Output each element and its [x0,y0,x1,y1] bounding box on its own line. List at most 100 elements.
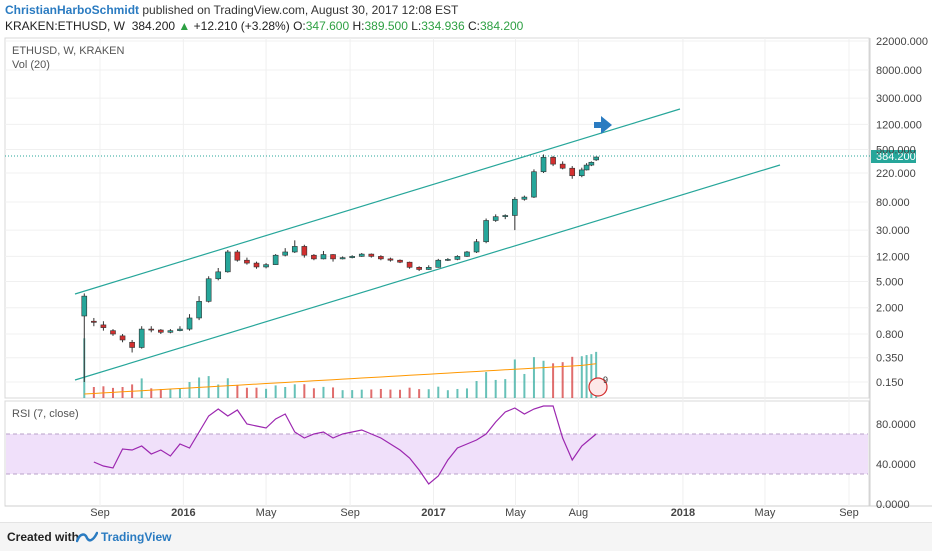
rsi-tick-label: 0.0000 [876,499,910,511]
y-tick-label: 12.000 [876,251,910,263]
volume-bar [408,387,411,398]
chart-header: ChristianHarboSchmidt published on Tradi… [0,0,932,34]
created-with-label: Created with [7,530,80,544]
candle-body [540,157,547,173]
volume-bar [341,390,344,398]
volume-bar [580,356,583,398]
volume-bar [150,388,153,398]
arrow-right-icon[interactable] [594,116,612,134]
volume-bar [140,378,143,398]
open-label: O: [293,19,306,33]
candle-body [119,335,126,341]
volume-bar [312,388,315,398]
candle-body [253,262,260,268]
volume-bar [111,387,114,398]
candle-body [435,259,442,268]
candle-body [521,196,528,200]
tradingview-logo-icon[interactable] [76,529,98,545]
candle-body [272,254,279,265]
volume-bar [561,362,564,398]
last-price: 384.200 [131,19,176,33]
volume-bar [513,359,516,398]
volume-badge-icon: 9 [588,375,608,397]
volume-bar [217,384,220,398]
rsi-axis-labels: 80.0000 40.0000 0.0000 [876,419,916,511]
candle-body [416,267,422,270]
high-label: H: [352,19,365,33]
volume-bar [379,388,382,398]
candle-body [492,216,499,221]
volume-bar [370,389,373,398]
candle-body [196,301,202,319]
candle-body [454,256,461,260]
volume-bar [437,386,440,398]
y-tick-label: 2.000 [876,303,904,315]
y-tick-label: 0.150 [876,377,904,389]
author-link[interactable]: ChristianHarboSchmidt [5,3,140,17]
volume-bar [322,386,325,398]
x-tick-label: 2018 [671,507,695,519]
volume-moving-average [84,363,597,395]
rsi-band [6,433,868,475]
candle-body [167,330,174,333]
volume-bar [571,356,574,398]
main-legend: ETHUSD, W, KRAKEN [12,45,125,57]
time-axis-labels: Sep 2016 May Sep 2017 May Aug 2018 May Sep [90,507,859,519]
candle-body [387,258,394,261]
candle-body [464,251,470,257]
candle-body [330,254,336,260]
y-tick-label: 22000.000 [876,36,928,48]
candle-body [244,259,250,264]
published-text: published on TradingView.com, August 30,… [142,3,459,17]
x-tick-label: 2016 [171,507,195,519]
volume-bar [178,388,181,398]
candle-body [234,251,241,261]
volume-bar [332,387,335,398]
candle-body [550,157,556,165]
volume-bar [427,389,430,398]
candle-body [483,220,489,243]
volume-bar [465,388,468,398]
volume-bar [245,387,248,398]
volume-bar [504,379,507,398]
symbol: KRAKEN:ETHUSD, W [5,19,126,33]
volume-ma-line [84,363,597,395]
volume-bar [226,378,229,398]
channel-lower-line[interactable] [74,164,781,381]
candle-body [81,295,88,317]
price-change: +12.210 (+3.28%) [193,19,290,33]
volume-bar [102,386,105,398]
y-tick-label: 80.000 [876,197,910,209]
x-tick-label: Sep [340,507,360,519]
tradingview-link[interactable]: TradingView [101,530,172,544]
chart-area[interactable]: 384.200 9 ETHUSD, W, KRAKEN Vol (20) RSI… [0,34,932,522]
volume-badge-label: 9 [603,375,608,385]
y-tick-label: 0.800 [876,329,904,341]
volume-bar [293,384,296,398]
low-value: 334.936 [421,19,465,33]
candle-body [138,328,145,348]
candle-body [569,167,576,177]
y-tick-label: 30.000 [876,225,910,237]
volume-bar [475,381,478,398]
channel-upper-line[interactable] [74,108,681,295]
x-tick-label: May [505,507,526,519]
volume-bar [523,373,526,398]
candle-body [358,253,365,257]
last-price-tag [871,150,916,163]
candle-body [425,267,432,270]
volume-bars [83,338,598,398]
y-tick-label: 220.000 [876,168,916,180]
candle-body [512,198,518,216]
low-label: L: [411,19,422,33]
candle-body [301,246,308,256]
volume-bar [542,360,545,398]
y-tick-label: 3000.000 [876,93,922,105]
close-label: C: [467,19,480,33]
candle-body [320,254,327,260]
footer: Created with TradingView [0,522,932,551]
rsi-line [93,405,597,485]
rsi-band-fill [6,434,868,474]
volume-legend: Vol (20) [12,59,50,71]
candle-body [205,278,212,302]
